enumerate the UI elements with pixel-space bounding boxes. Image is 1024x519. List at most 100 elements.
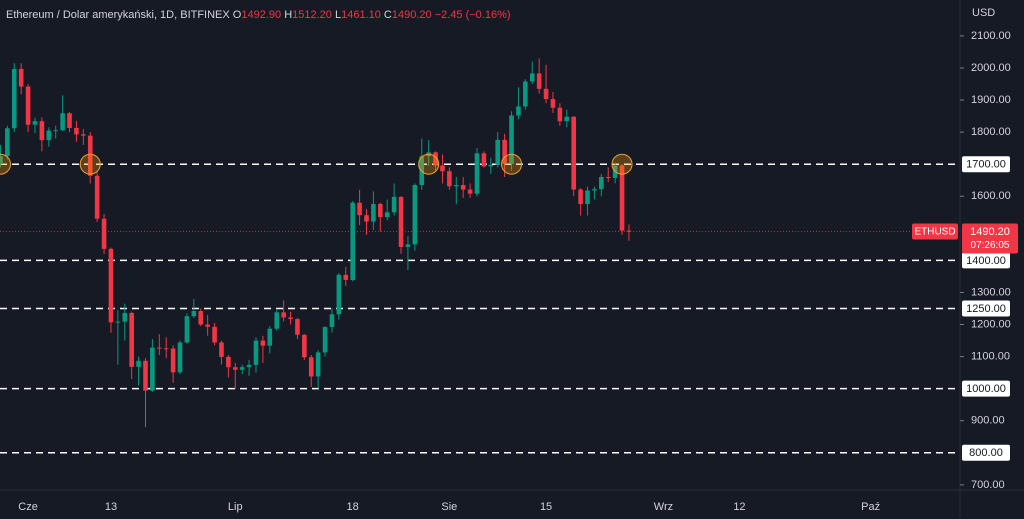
candle-body [488,164,494,167]
candle-body [32,121,38,125]
candle-body [350,202,355,280]
candle-body [170,348,176,373]
level-label: 1400.00 [966,255,1006,267]
candle-body [157,347,162,349]
level-label-box [962,300,1010,317]
candle-body [150,347,155,391]
candle-body [0,156,3,165]
candle-body [267,328,273,346]
candle-body [391,196,397,213]
candle-body [5,128,10,157]
candle-body [543,88,549,100]
candle-body [46,130,52,141]
candle-body [288,317,293,320]
candle-body [599,177,604,190]
candle-body [371,203,376,222]
candle-body [281,312,286,318]
candle-body [198,311,204,325]
candle-body [481,153,487,167]
candle-body [364,215,369,222]
candle-body [122,312,128,322]
symbol-box [912,223,958,240]
level-touch-marker [79,153,101,175]
candle-body [440,165,445,172]
candle-body [260,340,266,346]
level-touch-marker [501,153,523,175]
y-tick-label: 2000.00 [971,62,1011,74]
x-tick-label: Wrz [654,501,673,513]
ohlc-key: H [284,9,292,21]
candle-body [246,364,252,368]
candle-body [516,106,521,116]
candle-body [74,127,79,135]
y-tick-label: 1200.00 [971,318,1011,330]
level-label-box [962,252,1010,269]
candle-body [453,185,459,187]
ohlc-key: O [233,9,242,21]
x-tick-label: 12 [733,501,745,513]
candle-body [67,113,72,128]
x-tick-label: 13 [105,501,117,513]
y-tick-label: 1900.00 [971,94,1011,106]
candle-body [626,230,632,232]
candle-body [336,274,342,315]
candle-body [87,135,93,176]
level-label-box [962,156,1010,173]
candle-body [571,116,576,190]
y-tick-label: 1100.00 [971,351,1010,363]
candle-body [329,314,335,328]
candle-body [18,68,24,87]
candle-body [184,316,190,343]
candle-body [322,327,328,353]
candle-body [384,212,390,218]
y-tick-label: 1300.00 [971,286,1011,298]
candle-body [405,244,411,247]
level-touch-marker [611,153,633,175]
y-tick-label: 700.00 [971,479,1005,491]
candle-body [163,348,169,350]
candle-body [343,274,349,280]
candle-body [253,340,259,365]
header-change: −2.45 (−0.16%) [435,9,511,21]
level-touch-marker [418,153,440,175]
candle-body [474,153,480,194]
currency-label: USD [972,7,995,19]
candle-body [129,312,134,367]
level-label-box [962,444,1010,461]
candle-body [419,156,425,186]
candle-body [398,196,404,247]
candle-body [101,218,107,249]
candle-body [177,342,183,373]
symbol-label: ETHUSD [914,227,955,238]
ohlc-value: 1512.20 [292,9,332,21]
x-tick-label: Lip [228,501,243,513]
candle-body [495,139,501,165]
candle-body [592,189,597,191]
candle-body [357,202,362,216]
candle-body [191,311,197,317]
header: Ethereum / Dolar amerykański, 1D, BITFIN… [6,9,511,21]
level-label-box [962,380,1010,397]
candle-body [467,189,473,194]
candle-body [502,139,507,164]
candle-body [232,367,238,370]
candle-body [81,134,86,136]
candle-body [108,248,114,323]
candle-body [315,352,321,377]
candle-body [295,319,300,335]
candle-body [578,189,583,204]
candle-body [205,324,210,327]
candle-body [11,68,17,129]
candle-body [529,73,535,82]
candle-body [212,326,217,343]
candle-body [53,130,59,132]
candle-body [523,81,528,107]
last-price-box [962,223,1018,254]
y-tick-label: 1600.00 [971,190,1011,202]
candle-body [274,312,280,329]
candle-body [25,86,31,125]
last-price-label: 1490.20 [970,226,1010,238]
level-label: 1700.00 [966,159,1006,171]
